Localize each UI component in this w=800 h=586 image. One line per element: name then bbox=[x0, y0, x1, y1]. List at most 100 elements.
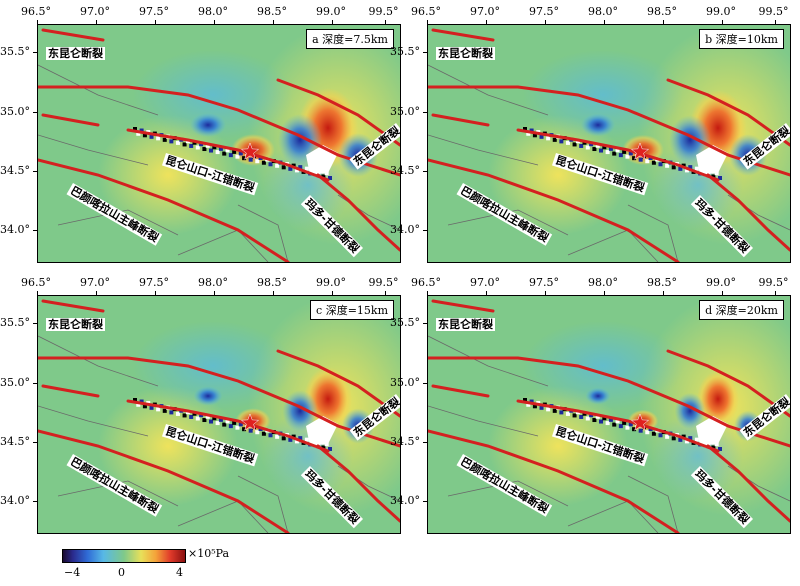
epicenter-star bbox=[240, 142, 260, 160]
rupture-pixel bbox=[182, 142, 187, 147]
lon-label: 99.5° bbox=[758, 276, 789, 289]
panel-label: d 深度=20km bbox=[699, 300, 784, 320]
rupture-pixel bbox=[232, 149, 237, 154]
rupture-pixel bbox=[612, 151, 617, 156]
rupture-pixel bbox=[324, 442, 329, 447]
rupture-pixel bbox=[523, 398, 527, 402]
lon-tick bbox=[604, 291, 606, 295]
kunlun-pass-jiangcuo-fault bbox=[126, 399, 330, 453]
rupture-pixel bbox=[321, 174, 326, 179]
lat-tick bbox=[33, 111, 37, 113]
rupture-pixel bbox=[718, 447, 722, 451]
lon-label: 97.5° bbox=[529, 5, 559, 18]
rupture-pixel bbox=[523, 127, 527, 131]
minor-fault-line bbox=[38, 134, 149, 166]
rupture-pixel bbox=[328, 176, 332, 180]
rupture-pixel bbox=[304, 166, 309, 171]
lon-tick bbox=[332, 291, 334, 295]
rupture-pixel bbox=[238, 422, 243, 427]
rupture-pixel bbox=[589, 413, 594, 418]
rupture-pixel bbox=[718, 176, 722, 180]
rupture-pixel bbox=[546, 407, 551, 412]
rupture-pixel bbox=[612, 422, 617, 427]
lon-tick bbox=[155, 20, 156, 24]
minor-fault-line bbox=[57, 209, 179, 236]
kunlun-pass-jiangcuo-fault bbox=[516, 399, 720, 453]
rupture-pixel bbox=[671, 436, 676, 441]
minor-fault-line bbox=[428, 64, 549, 116]
rupture-pixel bbox=[169, 410, 174, 415]
lat-label: 34.5° bbox=[390, 434, 420, 448]
rupture-pixel bbox=[189, 143, 194, 148]
lat-label: 35.5° bbox=[0, 316, 30, 330]
epicenter-star bbox=[630, 413, 650, 431]
rupture-pixel bbox=[618, 424, 623, 429]
rupture-pixel bbox=[595, 143, 600, 148]
rupture-pixel bbox=[579, 414, 584, 419]
lon-tick bbox=[722, 291, 724, 295]
lon-tick bbox=[37, 291, 38, 295]
bayan-har-fault bbox=[38, 158, 290, 262]
rupture-pixel bbox=[539, 405, 544, 410]
bayan-har-fault bbox=[38, 429, 290, 533]
lon-label: 98.0° bbox=[198, 5, 229, 18]
stress-max-lobe bbox=[697, 371, 739, 427]
minor-fault-line bbox=[627, 204, 679, 262]
map-panel-d: d 深度=20km 东昆仑断裂 东昆仑断裂 昆仑山口-江错断裂 巴颜喀拉山主峰断裂 玛多-… bbox=[427, 295, 791, 534]
rupture-pixel bbox=[552, 408, 557, 413]
lon-label: 97.5° bbox=[139, 5, 169, 18]
rupture-pixel bbox=[559, 139, 564, 144]
rupture-pixel bbox=[242, 156, 247, 161]
rupture-pixel bbox=[585, 145, 590, 150]
lat-tick bbox=[33, 441, 37, 443]
lon-label: 98.5° bbox=[257, 276, 288, 289]
minor-fault-line bbox=[447, 209, 569, 236]
rupture-pixel bbox=[182, 413, 187, 418]
colorbar-tick-zero: 0 bbox=[118, 566, 125, 579]
bayan-har-fault bbox=[428, 429, 680, 533]
rupture-pixel bbox=[149, 134, 154, 139]
rupture-pixel bbox=[268, 433, 273, 438]
rupture-pixel bbox=[628, 422, 633, 427]
rupture-pixel bbox=[711, 174, 716, 179]
rupture-pixel bbox=[136, 402, 141, 407]
rupture-pixel bbox=[281, 165, 286, 170]
rupture-pixel bbox=[599, 419, 604, 424]
rupture-pixel bbox=[618, 153, 623, 158]
maduo-gande-fault bbox=[706, 173, 790, 252]
lat-label: 34.5° bbox=[390, 163, 420, 177]
rupture-pixel bbox=[651, 160, 656, 165]
rupture-pixel bbox=[275, 163, 280, 168]
rupture-pixel bbox=[232, 420, 237, 425]
lat-label: 34.0° bbox=[390, 223, 420, 237]
rupture-pixel bbox=[678, 437, 683, 442]
rupture-pixel bbox=[526, 402, 531, 407]
rupture-pixel bbox=[321, 445, 326, 450]
stress-min-lobe bbox=[669, 115, 711, 165]
rupture-pixel bbox=[288, 166, 293, 171]
lon-tick bbox=[96, 20, 97, 24]
minor-fault-line bbox=[428, 335, 549, 387]
rupture-pixel bbox=[205, 143, 210, 148]
rupture-pixel bbox=[605, 150, 610, 155]
east-kunlun-fault-east bbox=[666, 349, 790, 418]
fault-label-east-kunlun-west: 东昆仑断裂 bbox=[46, 318, 105, 331]
rupture-pixel bbox=[565, 140, 570, 145]
rupture-pixel bbox=[175, 411, 180, 416]
lon-label: 99.0° bbox=[316, 276, 347, 289]
rupture-pixel bbox=[133, 398, 137, 402]
lat-label: 35.5° bbox=[390, 45, 420, 59]
rupture-pixel bbox=[142, 133, 147, 138]
rupture-pixel bbox=[212, 145, 217, 150]
rupture-pixel bbox=[559, 410, 564, 415]
minor-fault-line bbox=[38, 335, 159, 387]
bayan-har-fault bbox=[428, 158, 680, 262]
rupture-pixel bbox=[665, 434, 670, 439]
rupture-pixel bbox=[532, 404, 537, 409]
rupture-pixel bbox=[638, 428, 643, 433]
lon-label: 99.5° bbox=[368, 276, 399, 289]
east-kunlun-fault-central bbox=[38, 85, 400, 177]
lon-tick bbox=[722, 20, 724, 24]
rupture-pixel bbox=[529, 399, 534, 404]
stress-min-lobe bbox=[282, 390, 318, 432]
